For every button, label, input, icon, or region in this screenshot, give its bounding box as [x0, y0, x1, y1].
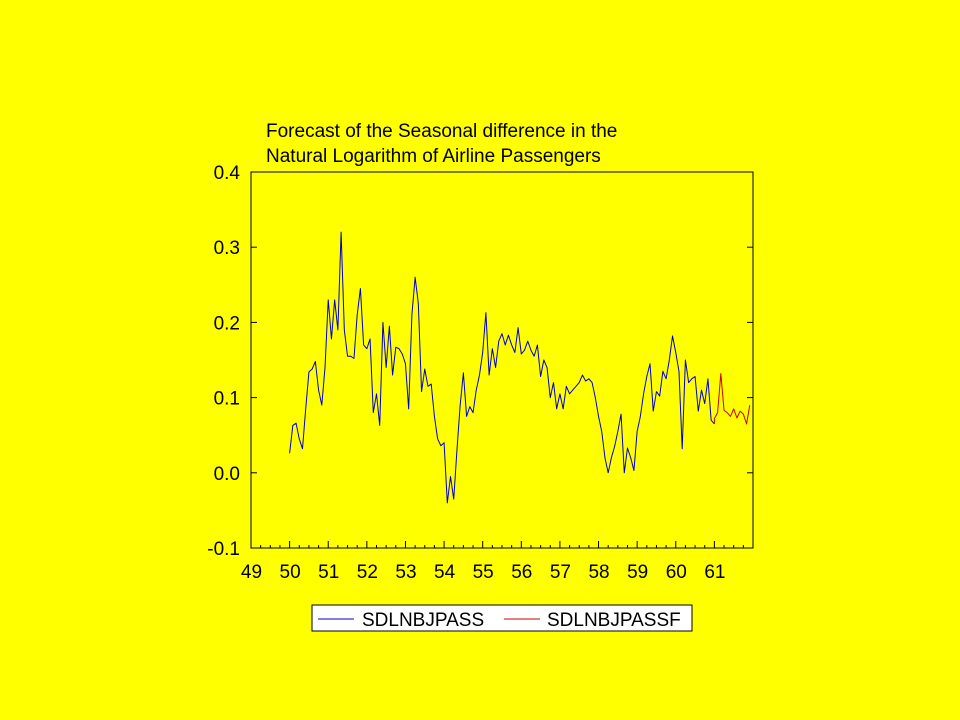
- y-tick-label: -0.1: [207, 539, 240, 560]
- x-tick-label: 53: [395, 562, 416, 583]
- y-tick-label: 0.3: [214, 238, 240, 259]
- series-layer: [289, 231, 751, 504]
- x-tick-label: 50: [280, 562, 301, 583]
- x-tick-label: 51: [318, 562, 339, 583]
- x-tick-label: 58: [588, 562, 609, 583]
- plot-frame: [250, 171, 754, 549]
- x-tick-label: 61: [704, 562, 725, 583]
- legend-label-sdlnbjpassf: SDLNBJPASSF: [547, 610, 681, 631]
- x-tick-label: 52: [357, 562, 378, 583]
- y-tick-label: 0.4: [214, 163, 241, 184]
- legend: SDLNBJPASS SDLNBJPASSF: [311, 604, 693, 632]
- x-tick-label: 60: [666, 562, 687, 583]
- series-line-sdlnbjpass: [289, 231, 715, 504]
- x-tick-label: 57: [550, 562, 571, 583]
- chart-title-line-1: Forecast of the Seasonal difference in t…: [266, 121, 617, 142]
- x-tick-label: 54: [434, 562, 456, 583]
- y-tick-label: 0.2: [214, 313, 240, 334]
- x-tick-label: 49: [241, 562, 262, 583]
- y-tick-label: 0.0: [214, 464, 240, 485]
- x-tick-label: 56: [511, 562, 532, 583]
- series-line-sdlnbjpassf: [713, 373, 751, 425]
- chart-title-line-2: Natural Logarithm of Airline Passengers: [266, 146, 601, 167]
- x-tick-label: 55: [473, 562, 494, 583]
- legend-box: [311, 604, 693, 632]
- legend-label-sdlnbjpass: SDLNBJPASS: [362, 610, 484, 631]
- x-axis: 49 50 51 52 53 54 55 56 57 58 59 60 61: [241, 541, 754, 583]
- x-tick-label: 59: [627, 562, 648, 583]
- y-axis: -0.1 0.0 0.1 0.2 0.3 0.4: [207, 163, 753, 560]
- y-tick-label: 0.1: [214, 389, 240, 410]
